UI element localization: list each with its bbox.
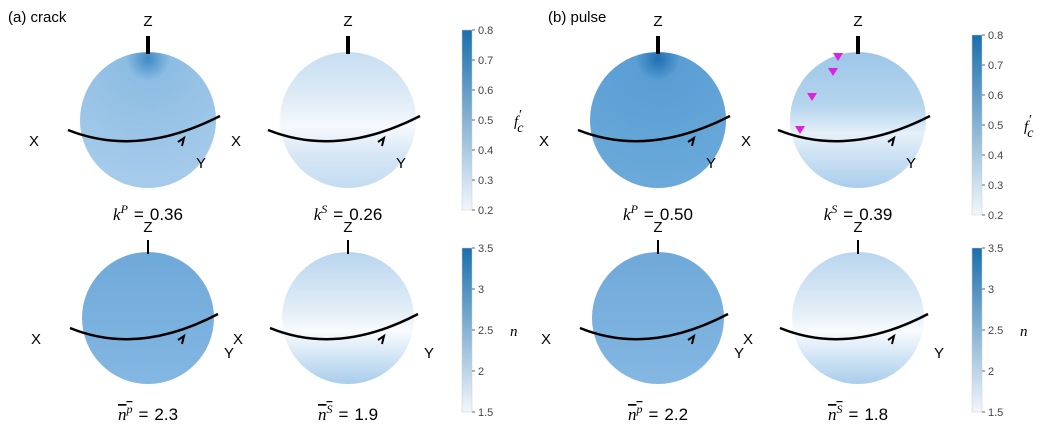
label-base: n	[510, 324, 518, 340]
colorbar-tick-label: 2.5	[988, 325, 1003, 337]
sphere	[592, 252, 724, 384]
axis-x: X	[743, 331, 753, 348]
caption-sup: S	[326, 402, 332, 416]
axis-x: X	[539, 133, 549, 150]
colorbar-tick-label: 0.8	[478, 25, 493, 37]
colorbar-tick-label: 0.4	[988, 150, 1003, 162]
colorbar-tick-label: 1.5	[478, 407, 493, 419]
caption-value: 0.26	[349, 205, 382, 224]
caption-value: 0.36	[150, 205, 183, 224]
colorbar-tick-label: 0.2	[478, 205, 493, 217]
caption: nS = 1.9	[318, 402, 378, 424]
panel-label: (b) pulse	[548, 9, 606, 26]
axis-z: Z	[343, 219, 352, 236]
figure: (a) crackZXYkP=0.36ZXYkS=0.26ZXYnp=2.3ZX…	[0, 0, 1052, 427]
caption-sup: S	[831, 202, 837, 216]
label-sub: c	[1027, 126, 1034, 141]
colorbar-tick-label: 3.5	[988, 243, 1003, 255]
colorbar-tick-label: 1.5	[988, 407, 1003, 419]
axis-z: Z	[653, 13, 662, 30]
colorbar-tick-label: 0.5	[988, 120, 1003, 132]
colorbar-tick-label: 2	[478, 366, 484, 378]
caption-eq: =	[843, 205, 853, 224]
caption-sup: P	[120, 202, 129, 216]
caption-value: 2.3	[154, 405, 178, 424]
sphere	[792, 252, 924, 384]
sphere	[82, 252, 214, 384]
caption-eq: =	[333, 205, 343, 224]
colorbar	[972, 35, 982, 215]
axis-x: X	[29, 133, 39, 150]
axis-x: X	[741, 133, 751, 150]
caption-eq: =	[338, 405, 348, 424]
caption-value: 0.50	[660, 205, 693, 224]
colorbar	[972, 248, 982, 412]
colorbar-tick-label: 0.7	[478, 55, 493, 67]
axis-y: Y	[706, 155, 716, 172]
axis-x: X	[231, 133, 241, 150]
caption-value: 1.9	[354, 405, 378, 424]
caption: np = 2.3	[118, 402, 178, 424]
colorbar-tick-label: 0.5	[478, 115, 493, 127]
axis-x: X	[31, 331, 41, 348]
colorbar-tick-label: 3.5	[478, 243, 493, 255]
axis-z: Z	[853, 219, 862, 236]
colorbar-label: f′c	[514, 108, 524, 137]
label-sub: c	[517, 121, 524, 136]
caption-symbol: n	[318, 405, 327, 424]
colorbar	[462, 248, 472, 412]
colorbar-tick-label: 0.4	[478, 145, 493, 157]
axis-y: Y	[424, 345, 434, 362]
colorbar-tick-label: 0.6	[478, 85, 493, 97]
panel-label: (a) crack	[8, 9, 67, 26]
colorbar-tick-label: 0.8	[988, 30, 1003, 42]
axis-z: Z	[143, 13, 152, 30]
axis-z: Z	[853, 13, 862, 30]
caption-symbol: n	[828, 405, 837, 424]
caption: nS = 1.8	[828, 402, 888, 424]
caption-sup: S	[321, 202, 327, 216]
caption-value: 0.39	[859, 205, 892, 224]
caption-value: 1.8	[864, 405, 888, 424]
colorbar-label: f′c	[1024, 113, 1034, 142]
caption-sup: S	[836, 402, 842, 416]
caption-eq: =	[138, 405, 148, 424]
colorbar-tick-label: 0.7	[988, 60, 1003, 72]
caption-symbol: n	[628, 405, 637, 424]
colorbar-tick-label: 3	[988, 284, 994, 296]
colorbar-tick-label: 2.5	[478, 325, 493, 337]
colorbar-tick-label: 3	[478, 284, 484, 296]
caption-eq: =	[848, 405, 858, 424]
axis-y: Y	[196, 155, 206, 172]
colorbar	[462, 30, 472, 210]
axis-y: Y	[906, 155, 916, 172]
colorbar-label: n	[1020, 324, 1028, 340]
colorbar-tick-label: 0.6	[988, 90, 1003, 102]
colorbar-label: n	[510, 324, 518, 340]
caption: np = 2.2	[628, 402, 688, 424]
colorbar-tick-label: 0.2	[988, 210, 1003, 222]
axis-y: Y	[934, 345, 944, 362]
axis-y: Y	[396, 155, 406, 172]
colorbar-tick-label: 2	[988, 366, 994, 378]
caption-sup: p	[635, 402, 642, 416]
axis-z: Z	[143, 219, 152, 236]
caption-sup: p	[125, 402, 132, 416]
caption-eq: =	[648, 405, 658, 424]
label-base: n	[1020, 324, 1028, 340]
caption-sup: P	[630, 202, 639, 216]
caption-value: 2.2	[664, 405, 688, 424]
caption-symbol: n	[118, 405, 127, 424]
axis-z: Z	[343, 13, 352, 30]
sphere	[282, 252, 414, 384]
axis-x: X	[541, 331, 551, 348]
colorbar-tick-label: 0.3	[478, 175, 493, 187]
axis-x: X	[233, 331, 243, 348]
colorbar-tick-label: 0.3	[988, 180, 1003, 192]
axis-z: Z	[653, 219, 662, 236]
